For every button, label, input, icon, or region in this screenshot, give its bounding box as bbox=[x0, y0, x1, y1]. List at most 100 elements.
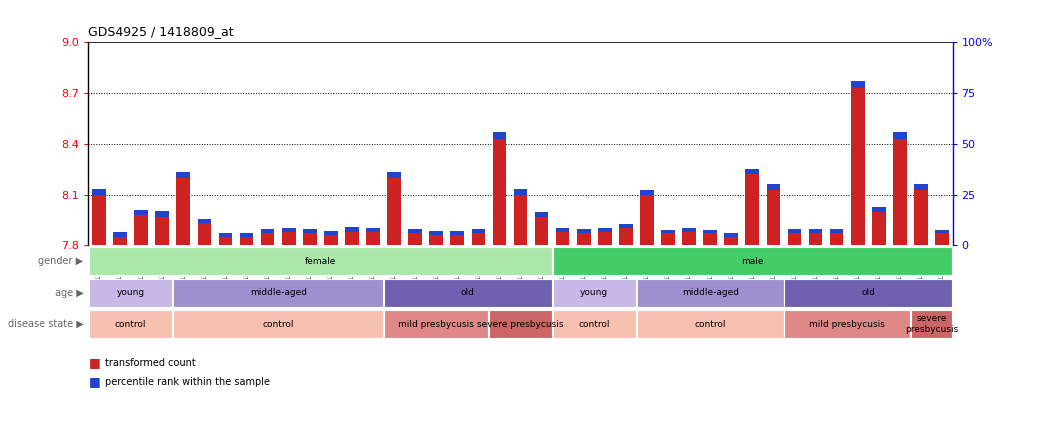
Bar bbox=[219, 233, 232, 237]
Bar bbox=[387, 178, 401, 245]
Bar bbox=[155, 217, 169, 245]
Bar bbox=[260, 233, 275, 245]
Bar bbox=[93, 195, 106, 245]
Bar bbox=[766, 184, 781, 190]
Bar bbox=[637, 310, 784, 338]
Bar bbox=[88, 310, 173, 338]
Bar bbox=[513, 195, 528, 245]
Bar bbox=[619, 224, 633, 228]
Bar bbox=[429, 231, 443, 235]
Bar bbox=[239, 237, 253, 245]
Bar bbox=[850, 88, 864, 245]
Bar bbox=[766, 190, 781, 245]
Bar bbox=[745, 169, 759, 174]
Bar bbox=[850, 81, 864, 88]
Text: old: old bbox=[861, 288, 875, 297]
Text: gender ▶: gender ▶ bbox=[39, 256, 83, 266]
Text: age ▶: age ▶ bbox=[54, 288, 83, 298]
Bar bbox=[177, 172, 191, 178]
Bar bbox=[492, 132, 506, 139]
Bar bbox=[93, 189, 106, 195]
Text: mild presbycusis: mild presbycusis bbox=[809, 319, 885, 329]
Bar bbox=[219, 237, 232, 245]
Text: control: control bbox=[694, 319, 726, 329]
Bar bbox=[725, 237, 738, 245]
Text: old: old bbox=[461, 288, 475, 297]
Bar bbox=[113, 232, 127, 237]
Bar bbox=[282, 228, 296, 232]
Bar bbox=[784, 310, 910, 338]
Bar bbox=[472, 229, 485, 233]
Bar bbox=[282, 232, 296, 245]
Bar bbox=[553, 310, 636, 338]
Bar bbox=[830, 229, 843, 233]
Text: control: control bbox=[579, 319, 610, 329]
Text: ■: ■ bbox=[88, 356, 100, 369]
Bar bbox=[640, 195, 654, 245]
Bar bbox=[408, 229, 422, 233]
Text: severe
presbycusis: severe presbycusis bbox=[905, 314, 958, 334]
Bar bbox=[303, 233, 316, 245]
Text: young: young bbox=[117, 288, 145, 297]
Bar bbox=[598, 228, 612, 232]
Bar bbox=[134, 215, 148, 245]
Bar bbox=[784, 279, 953, 307]
Bar bbox=[366, 232, 380, 245]
Text: GDS4925 / 1418809_at: GDS4925 / 1418809_at bbox=[88, 25, 234, 38]
Text: young: young bbox=[580, 288, 608, 297]
Bar bbox=[384, 279, 552, 307]
Bar bbox=[173, 279, 383, 307]
Text: control: control bbox=[262, 319, 294, 329]
Bar bbox=[324, 231, 337, 235]
Bar bbox=[745, 174, 759, 245]
Bar bbox=[535, 217, 549, 245]
Bar bbox=[177, 178, 191, 245]
Bar bbox=[387, 172, 401, 178]
Bar bbox=[640, 190, 654, 195]
Text: mild presbycusis: mild presbycusis bbox=[399, 319, 474, 329]
Bar bbox=[345, 232, 359, 245]
Bar bbox=[553, 279, 636, 307]
Bar bbox=[935, 233, 948, 245]
Bar bbox=[704, 230, 717, 233]
Text: male: male bbox=[741, 257, 763, 266]
Bar bbox=[492, 139, 506, 245]
Text: female: female bbox=[305, 257, 336, 266]
Bar bbox=[451, 235, 464, 245]
Bar bbox=[324, 235, 337, 245]
Bar bbox=[682, 228, 696, 232]
Bar bbox=[577, 229, 590, 233]
Bar bbox=[809, 229, 822, 233]
Text: percentile rank within the sample: percentile rank within the sample bbox=[105, 376, 271, 387]
Bar bbox=[704, 233, 717, 245]
Text: middle-aged: middle-aged bbox=[250, 288, 307, 297]
Bar bbox=[451, 231, 464, 235]
Bar bbox=[173, 310, 383, 338]
Bar bbox=[113, 237, 127, 245]
Bar bbox=[553, 247, 953, 275]
Bar bbox=[914, 184, 928, 190]
Bar bbox=[556, 232, 569, 245]
Bar bbox=[429, 235, 443, 245]
Bar bbox=[935, 230, 948, 233]
Bar bbox=[239, 233, 253, 237]
Bar bbox=[198, 223, 211, 245]
Bar bbox=[788, 229, 802, 233]
Bar bbox=[911, 310, 953, 338]
Bar bbox=[88, 247, 552, 275]
Bar bbox=[489, 310, 552, 338]
Bar bbox=[788, 233, 802, 245]
Bar bbox=[198, 219, 211, 223]
Bar bbox=[535, 212, 549, 217]
Bar bbox=[472, 233, 485, 245]
Text: middle-aged: middle-aged bbox=[682, 288, 739, 297]
Bar bbox=[809, 233, 822, 245]
Bar bbox=[384, 310, 488, 338]
Text: disease state ▶: disease state ▶ bbox=[7, 319, 83, 329]
Bar bbox=[155, 212, 169, 217]
Bar bbox=[619, 228, 633, 245]
Bar bbox=[914, 190, 928, 245]
Bar bbox=[366, 228, 380, 232]
Bar bbox=[893, 132, 907, 139]
Bar bbox=[637, 279, 784, 307]
